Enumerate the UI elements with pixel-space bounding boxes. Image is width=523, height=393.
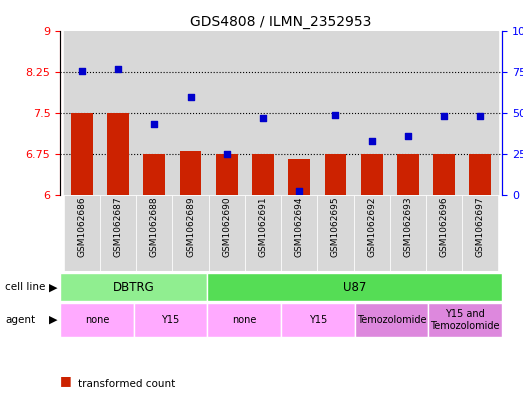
Bar	[64, 31, 100, 195]
Bar	[252, 154, 274, 195]
Bar	[173, 31, 209, 195]
Bar	[355, 303, 428, 337]
Point	[186, 94, 195, 100]
Bar	[180, 151, 201, 195]
Text: GSM1062696: GSM1062696	[440, 197, 449, 257]
Point	[223, 151, 231, 157]
Bar	[462, 31, 498, 195]
Text: GSM1062689: GSM1062689	[186, 197, 195, 257]
Bar	[361, 154, 382, 195]
Point	[295, 188, 303, 195]
Bar	[100, 31, 136, 195]
Text: GSM1062686: GSM1062686	[77, 197, 86, 257]
Point	[259, 115, 267, 121]
Text: Y15 and
Temozolomide: Y15 and Temozolomide	[430, 309, 500, 331]
Text: GSM1062693: GSM1062693	[403, 197, 413, 257]
Bar	[173, 195, 209, 271]
Bar	[143, 154, 165, 195]
Text: GSM1062687: GSM1062687	[113, 197, 122, 257]
Bar	[107, 113, 129, 195]
Text: none: none	[232, 315, 256, 325]
Bar	[216, 154, 237, 195]
Text: none: none	[85, 315, 109, 325]
Bar	[71, 113, 93, 195]
Bar	[390, 31, 426, 195]
Text: Temozolomide: Temozolomide	[357, 315, 426, 325]
Text: GSM1062692: GSM1062692	[367, 197, 376, 257]
Bar	[390, 195, 426, 271]
Bar	[281, 303, 355, 337]
Point	[368, 138, 376, 144]
Text: ■: ■	[60, 374, 76, 387]
Text: GSM1062695: GSM1062695	[331, 197, 340, 257]
Bar	[209, 195, 245, 271]
Point	[440, 113, 448, 119]
Bar	[428, 303, 502, 337]
Bar	[136, 195, 173, 271]
Bar	[397, 154, 419, 195]
Text: GSM1062694: GSM1062694	[295, 197, 304, 257]
Text: DBTRG: DBTRG	[113, 281, 155, 294]
Bar	[288, 159, 310, 195]
Bar	[60, 273, 208, 301]
Text: U87: U87	[343, 281, 367, 294]
Text: ▶: ▶	[49, 282, 57, 292]
Bar	[64, 195, 100, 271]
Bar	[134, 303, 208, 337]
Text: cell line: cell line	[5, 282, 46, 292]
Point	[150, 121, 158, 128]
Bar	[317, 31, 354, 195]
Text: ▶: ▶	[49, 315, 57, 325]
Text: GSM1062690: GSM1062690	[222, 197, 231, 257]
Bar	[208, 273, 502, 301]
Text: transformed count: transformed count	[78, 379, 176, 389]
Bar	[245, 31, 281, 195]
Point	[78, 68, 86, 74]
Point	[404, 133, 412, 139]
Point	[331, 112, 339, 118]
Bar	[60, 303, 134, 337]
Bar	[136, 31, 173, 195]
Text: GSM1062688: GSM1062688	[150, 197, 159, 257]
Bar	[281, 195, 317, 271]
Bar	[426, 31, 462, 195]
Text: GSM1062691: GSM1062691	[258, 197, 267, 257]
Bar	[100, 195, 136, 271]
Bar	[317, 195, 354, 271]
Text: Y15: Y15	[309, 315, 327, 325]
Bar	[426, 195, 462, 271]
Bar	[433, 154, 455, 195]
Title: GDS4808 / ILMN_2352953: GDS4808 / ILMN_2352953	[190, 15, 372, 29]
Text: GSM1062697: GSM1062697	[476, 197, 485, 257]
Bar	[354, 195, 390, 271]
Bar	[281, 31, 317, 195]
Point	[114, 66, 122, 72]
Bar	[208, 303, 281, 337]
Bar	[325, 154, 346, 195]
Bar	[462, 195, 498, 271]
Text: agent: agent	[5, 315, 36, 325]
Text: Y15: Y15	[162, 315, 180, 325]
Bar	[470, 154, 491, 195]
Bar	[209, 31, 245, 195]
Bar	[354, 31, 390, 195]
Bar	[245, 195, 281, 271]
Point	[476, 113, 484, 119]
